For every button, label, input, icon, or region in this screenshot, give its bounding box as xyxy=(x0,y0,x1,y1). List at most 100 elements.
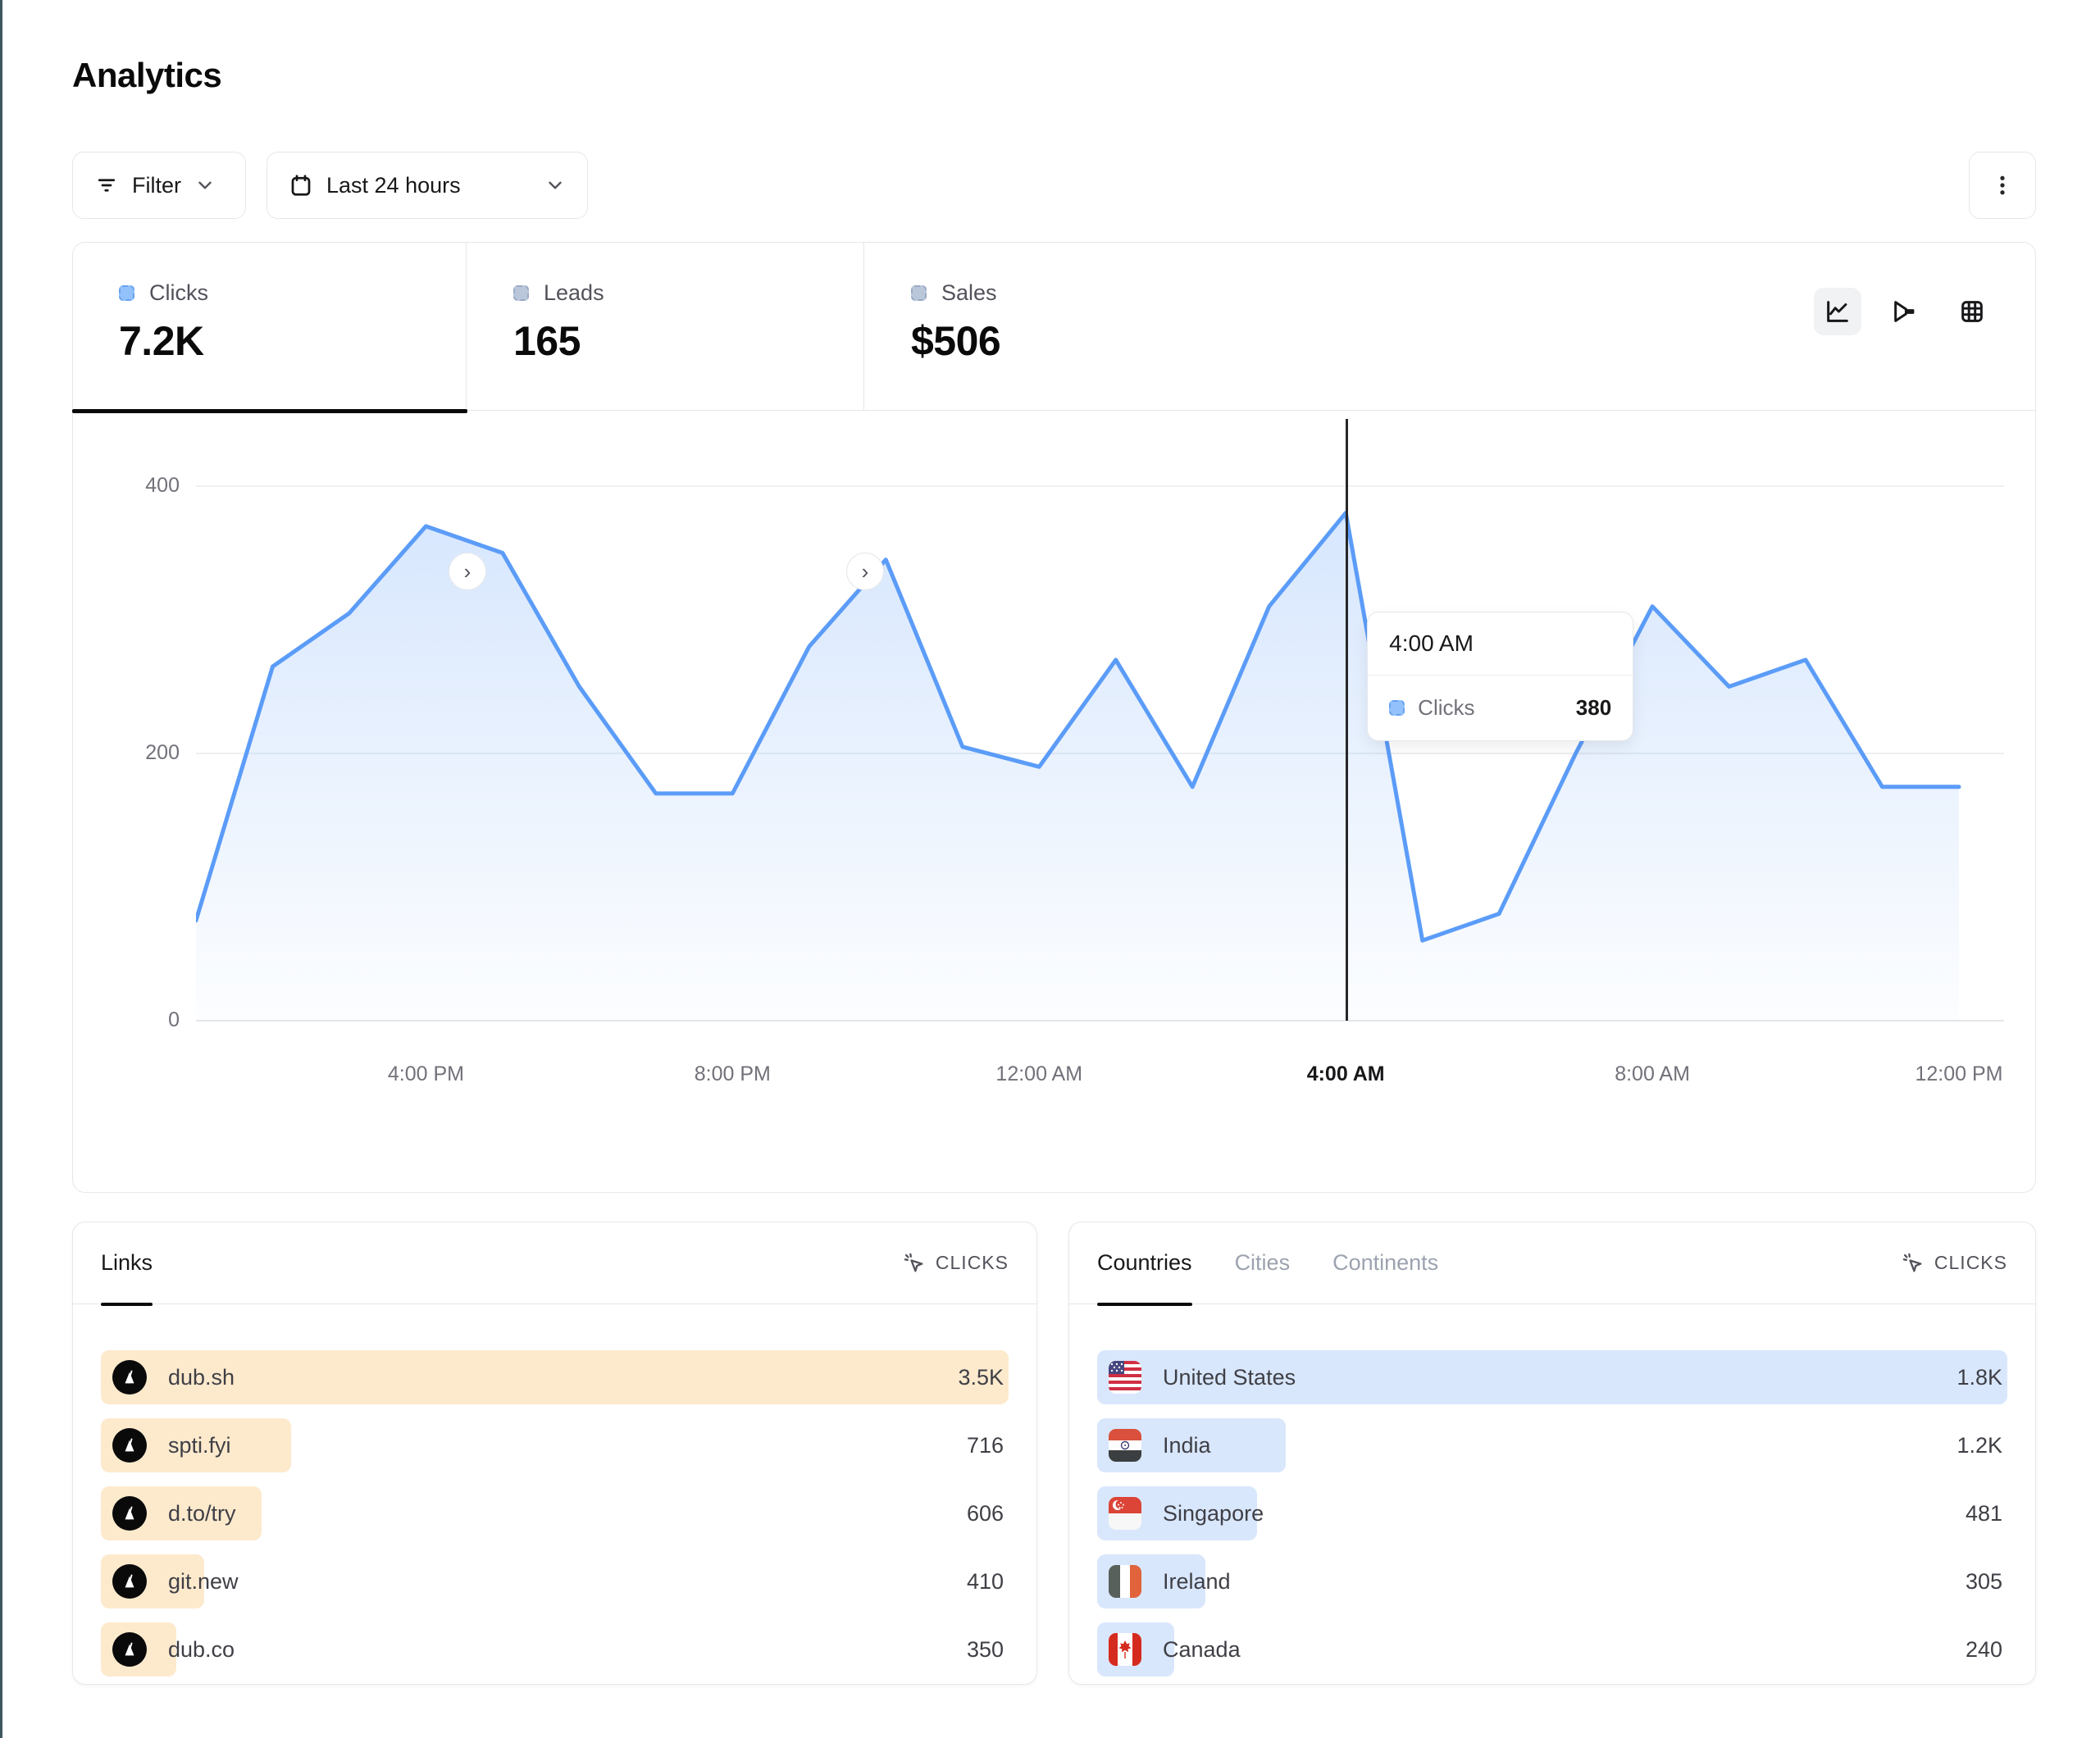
tooltip-title: 4:00 AM xyxy=(1368,612,1633,676)
row-value: 481 xyxy=(1965,1500,2002,1526)
row-label: Canada xyxy=(1163,1636,1241,1662)
sales-legend-swatch xyxy=(911,285,927,301)
us-flag-icon xyxy=(1109,1361,1141,1394)
filter-label: Filter xyxy=(132,172,181,198)
date-range-label: Last 24 hours xyxy=(326,172,461,198)
tooltip-legend-swatch xyxy=(1389,700,1405,716)
tooltip-series-label: Clicks xyxy=(1418,695,1475,720)
chevron-down-icon xyxy=(198,181,212,189)
row-value: 3.5K xyxy=(958,1364,1004,1390)
row-label: spti.fyi xyxy=(168,1432,231,1458)
country-row[interactable]: Canada 240 xyxy=(1097,1622,2007,1677)
clicks-area-chart[interactable] xyxy=(196,460,2004,1034)
ie-flag-icon xyxy=(1109,1565,1141,1598)
row-label: Ireland xyxy=(1163,1568,1231,1594)
countries-rows: United States 1.8K India 1.2K Singapore 481 Ir… xyxy=(1069,1304,2035,1677)
funnel-chart-icon xyxy=(1894,301,1915,322)
link-row[interactable]: spti.fyi 716 xyxy=(101,1418,1009,1472)
ca-flag-icon xyxy=(1109,1633,1141,1666)
row-value: 716 xyxy=(966,1432,1004,1458)
x-tick-label: 8:00 PM xyxy=(694,1062,771,1085)
date-range-button[interactable]: Last 24 hours xyxy=(266,152,588,219)
link-row[interactable]: dub.sh 3.5K xyxy=(101,1350,1009,1404)
links-panel-header: Links CLICKS xyxy=(73,1222,1036,1306)
x-tick-label: 4:00 PM xyxy=(387,1062,464,1085)
row-value: 240 xyxy=(1965,1636,2002,1662)
chart-tooltip: 4:00 AM Clicks 380 xyxy=(1367,612,1634,741)
stat-value: $506 xyxy=(911,318,1001,364)
next-stat-button[interactable]: › xyxy=(449,553,486,590)
stat-tab-leads[interactable]: Leads 165 xyxy=(467,243,864,411)
countries-panel: Countries Cities Continents CLICKS Unite… xyxy=(1068,1222,2036,1685)
x-tick-label: 4:00 AM xyxy=(1306,1062,1385,1085)
area-fill xyxy=(196,512,1959,1021)
tab-countries[interactable]: Countries xyxy=(1097,1222,1192,1306)
country-row[interactable]: Ireland 305 xyxy=(1097,1554,2007,1608)
value-bar xyxy=(101,1350,1009,1404)
filter-button[interactable]: Filter xyxy=(72,152,246,219)
stat-label: Clicks xyxy=(149,280,208,305)
link-favicon xyxy=(112,1496,147,1531)
stat-label: Sales xyxy=(941,280,997,305)
cursor-click-icon xyxy=(1902,1253,1922,1272)
y-tick-label: 0 xyxy=(168,1008,180,1031)
stat-value: 7.2K xyxy=(119,318,204,364)
value-bar xyxy=(1097,1350,2007,1404)
tooltip-value: 380 xyxy=(1575,695,1612,720)
filter-icon xyxy=(98,179,116,192)
y-tick-label: 400 xyxy=(145,474,180,497)
row-value: 350 xyxy=(966,1636,1004,1662)
analytics-card: Clicks 7.2K Leads 165 Sales $506 › › xyxy=(72,242,2036,1193)
in-flag-icon xyxy=(1109,1429,1141,1462)
more-options-button[interactable] xyxy=(1969,152,2036,219)
page-title: Analytics xyxy=(72,56,222,94)
table-toggle[interactable] xyxy=(1948,288,1996,335)
tab-links[interactable]: Links xyxy=(101,1222,153,1306)
link-row[interactable]: dub.co 350 xyxy=(101,1622,1009,1677)
next-stat-button[interactable]: › xyxy=(846,553,884,590)
funnel-chart-toggle[interactable] xyxy=(1881,288,1929,335)
row-label: dub.co xyxy=(168,1636,235,1662)
cursor-click-icon xyxy=(904,1253,923,1272)
x-tick-label: 12:00 PM xyxy=(1915,1062,2003,1085)
tab-cities[interactable]: Cities xyxy=(1234,1250,1291,1275)
table-grid-icon xyxy=(1961,301,1983,322)
countries-panel-header: Countries Cities Continents CLICKS xyxy=(1069,1222,2035,1306)
tab-continents[interactable]: Continents xyxy=(1332,1250,1439,1275)
kebab-menu-icon xyxy=(2000,175,2005,195)
links-panel: Links CLICKS dub.sh 3.5K spti.fyi 716 d.to/t… xyxy=(72,1222,1037,1685)
link-row[interactable]: git.new 410 xyxy=(101,1554,1009,1608)
crosshair-line xyxy=(1346,419,1349,1021)
chart-type-toggle-group xyxy=(1814,288,1996,335)
country-row[interactable]: India 1.2K xyxy=(1097,1418,2007,1472)
row-label: United States xyxy=(1163,1364,1296,1390)
clicks-metric-toggle[interactable]: CLICKS xyxy=(903,1252,1009,1275)
line-chart-toggle[interactable] xyxy=(1814,288,1861,335)
clicks-metric-toggle[interactable]: CLICKS xyxy=(1902,1252,2007,1275)
series-line xyxy=(196,511,1961,943)
chevron-down-icon xyxy=(549,181,562,189)
leads-legend-swatch xyxy=(513,285,529,301)
link-favicon xyxy=(112,1428,147,1463)
stat-tab-clicks[interactable]: Clicks 7.2K xyxy=(72,243,467,413)
row-value: 1.8K xyxy=(1957,1364,2002,1390)
row-label: India xyxy=(1163,1432,1211,1458)
country-row[interactable]: United States 1.8K xyxy=(1097,1350,2007,1404)
x-tick-label: 8:00 AM xyxy=(1615,1062,1690,1085)
link-favicon xyxy=(112,1360,147,1394)
y-tick-label: 200 xyxy=(145,741,180,764)
row-label: dub.sh xyxy=(168,1364,235,1390)
link-favicon xyxy=(112,1632,147,1667)
link-row[interactable]: d.to/try 606 xyxy=(101,1486,1009,1540)
country-row[interactable]: Singapore 481 xyxy=(1097,1486,2007,1540)
active-tab-indicator xyxy=(72,409,467,413)
line-chart-icon xyxy=(1827,301,1848,322)
row-label: git.new xyxy=(168,1568,239,1594)
stat-label: Leads xyxy=(544,280,604,305)
clicks-legend-swatch xyxy=(119,285,134,301)
link-favicon xyxy=(112,1564,147,1599)
row-value: 606 xyxy=(966,1500,1004,1526)
stat-tab-sales[interactable]: Sales $506 xyxy=(865,243,1357,411)
sg-flag-icon xyxy=(1109,1497,1141,1530)
metric-label: CLICKS xyxy=(935,1252,1009,1273)
